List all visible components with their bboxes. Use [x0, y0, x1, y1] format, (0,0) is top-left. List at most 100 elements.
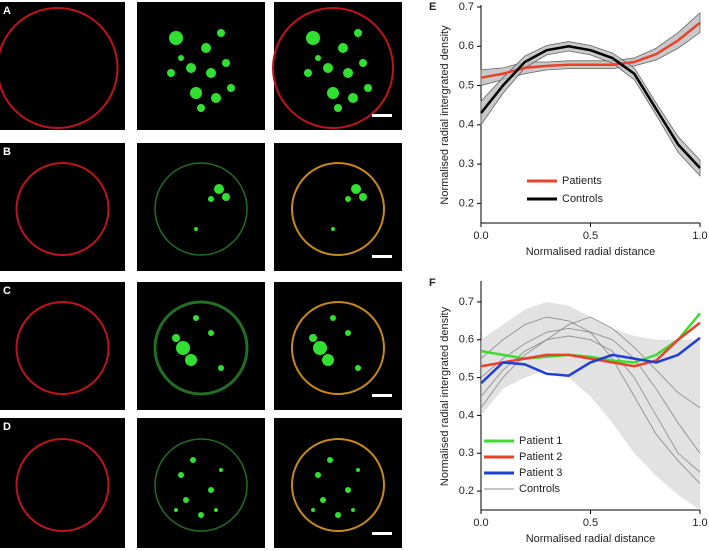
- vesicle: [190, 457, 196, 463]
- panel-label: C: [3, 285, 11, 297]
- vesicle: [330, 315, 336, 321]
- micrograph: [137, 418, 265, 548]
- membrane: [291, 438, 385, 532]
- vesicle: [208, 196, 214, 202]
- vesicle: [193, 315, 199, 321]
- membrane: [15, 162, 110, 256]
- vesicle: [315, 55, 321, 61]
- x-tick-label: 0.0: [473, 230, 488, 242]
- vesicle: [194, 227, 198, 231]
- y-tick-label: 0.6: [459, 334, 474, 346]
- vesicle: [208, 487, 214, 493]
- confidence-band: [481, 301, 700, 510]
- vesicle: [208, 330, 214, 336]
- y-tick-label: 0.7: [459, 296, 474, 308]
- series-line: [480, 312, 701, 364]
- panel-label: D: [3, 421, 11, 433]
- vesicle: [306, 31, 320, 45]
- vesicle: [304, 69, 312, 77]
- series-line: [480, 45, 701, 169]
- vesicle: [198, 512, 204, 518]
- y-tick-label: 0.2: [459, 485, 474, 497]
- y-axis-label: Normalised radial intergrated density: [439, 25, 451, 205]
- micrograph: [274, 143, 402, 271]
- panel-label: F: [429, 277, 436, 289]
- micrograph: [274, 282, 402, 410]
- vesicle: [327, 457, 333, 463]
- vesicle: [214, 184, 224, 194]
- membrane-green: [154, 162, 248, 256]
- x-tick-label: 1.0: [692, 230, 707, 242]
- panel-label: E: [429, 1, 436, 13]
- micrograph: [0, 418, 125, 548]
- vesicle: [311, 508, 315, 512]
- scale-bar: [372, 394, 392, 397]
- scale-bar: [372, 114, 392, 117]
- membrane: [0, 7, 119, 129]
- y-tick-label: 0.6: [459, 40, 474, 52]
- micrograph: [0, 2, 125, 130]
- vesicle: [178, 55, 184, 61]
- vesicle: [211, 93, 221, 103]
- vesicle: [351, 508, 355, 512]
- micrograph: [274, 418, 402, 548]
- x-axis-label: Normalised radial distance: [526, 246, 656, 258]
- vesicle: [364, 84, 372, 92]
- legend-label: Controls: [519, 483, 560, 495]
- vesicle: [186, 63, 196, 73]
- panel-label: B: [3, 146, 11, 158]
- vesicle: [178, 472, 184, 478]
- vesicle: [348, 93, 358, 103]
- y-tick-label: 0.3: [459, 158, 474, 170]
- vesicle: [323, 63, 333, 73]
- series-line: [480, 321, 701, 368]
- y-tick-label: 0.3: [459, 447, 474, 459]
- vesicle: [320, 497, 326, 503]
- vesicle: [176, 341, 190, 355]
- vesicle: [335, 512, 341, 518]
- series-line: [480, 336, 701, 385]
- vesicle: [309, 334, 317, 342]
- membrane-green: [154, 438, 248, 532]
- vesicle: [214, 508, 218, 512]
- vesicle: [356, 468, 360, 472]
- vesicle: [227, 84, 235, 92]
- vesicle: [174, 508, 178, 512]
- legend-label: Controls: [562, 193, 603, 205]
- vesicle: [190, 87, 202, 99]
- x-axis-label: Normalised radial distance: [526, 533, 656, 545]
- legend-label: Patient 1: [519, 435, 562, 447]
- vesicle: [206, 68, 216, 78]
- vesicle: [327, 87, 339, 99]
- scale-bar: [372, 532, 392, 535]
- x-tick-label: 0.5: [583, 230, 598, 242]
- y-tick-label: 0.2: [459, 197, 474, 209]
- vesicle: [359, 193, 367, 201]
- membrane: [272, 7, 394, 129]
- vesicle: [185, 354, 197, 366]
- vesicle: [172, 334, 180, 342]
- y-tick-label: 0.4: [459, 409, 474, 421]
- membrane: [291, 162, 385, 256]
- scale-bar: [372, 255, 392, 258]
- vesicle: [313, 341, 327, 355]
- membrane: [15, 438, 110, 532]
- y-tick-label: 0.4: [459, 119, 474, 131]
- vesicle: [354, 29, 362, 37]
- vesicle: [218, 365, 224, 371]
- legend-label: Patients: [562, 175, 602, 187]
- vesicle: [322, 354, 334, 366]
- control-line: [480, 316, 701, 409]
- control-line: [480, 327, 701, 454]
- micrograph: [0, 282, 125, 410]
- x-tick-label: 1.0: [692, 517, 707, 529]
- y-tick-label: 0.7: [459, 1, 474, 13]
- vesicle: [183, 497, 189, 503]
- vesicle: [334, 104, 342, 112]
- vesicle: [222, 59, 230, 67]
- vesicle: [345, 487, 351, 493]
- vesicle: [343, 68, 353, 78]
- micrograph: [0, 143, 125, 271]
- membrane: [15, 301, 110, 395]
- vesicle: [315, 472, 321, 478]
